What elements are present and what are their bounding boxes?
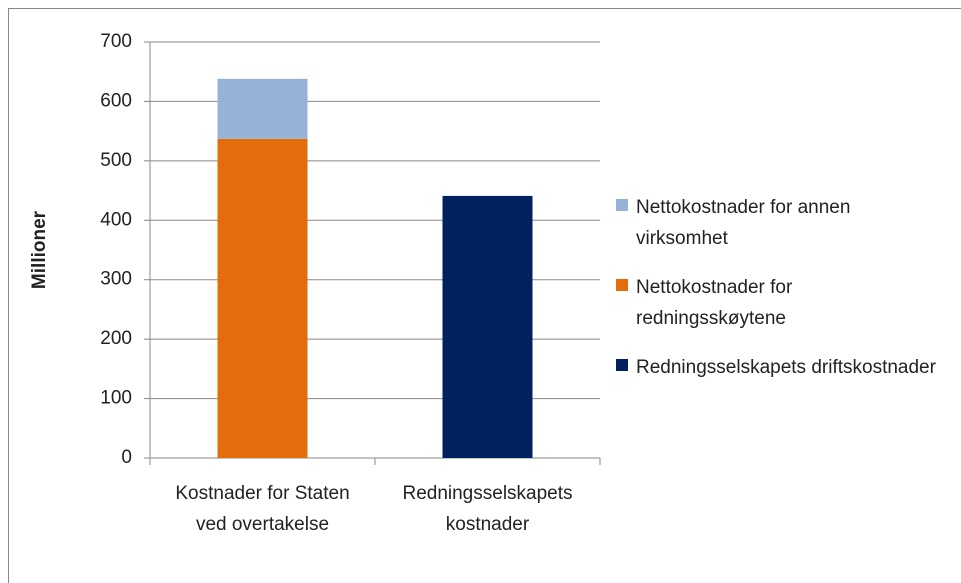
y-tick-label: 300 — [100, 269, 132, 290]
legend-swatch — [616, 359, 628, 371]
legend-swatch — [616, 279, 628, 291]
legend-swatch — [616, 199, 628, 211]
frame — [8, 8, 961, 583]
bar-segment — [442, 195, 533, 459]
y-tick-label: 0 — [121, 447, 132, 468]
y-tick-label: 100 — [100, 388, 132, 409]
legend-label: Redningsselskapets driftskostnader — [636, 357, 936, 378]
y-tick-label: 600 — [100, 90, 132, 111]
y-tick-label: 500 — [100, 150, 132, 171]
y-tick-label: 700 — [100, 31, 132, 52]
bar-segment — [217, 138, 308, 458]
y-tick-label: 400 — [100, 209, 132, 230]
y-axis-label: Millioner — [29, 210, 50, 289]
y-tick-label: 200 — [100, 328, 132, 349]
bar-segment — [217, 78, 308, 139]
legend-label: Nettokostnader for annen virksomhet — [636, 197, 851, 249]
legend-label: Nettokostnader for redningsskøytene — [636, 277, 793, 329]
x-tick-label: Kostnader for Staten ved overtakelse — [175, 483, 350, 535]
x-tick-label: Redningsselskapets kostnader — [402, 483, 573, 535]
